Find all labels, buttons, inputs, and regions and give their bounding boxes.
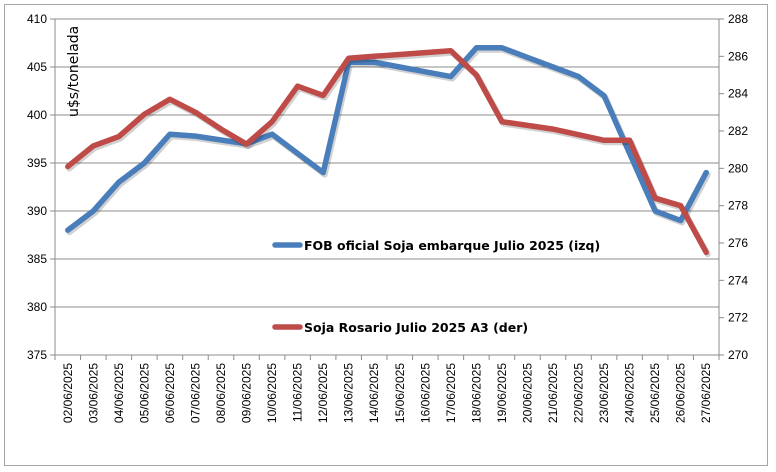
x-tick-label: 19/06/2025 <box>495 363 509 423</box>
x-tick-label: 25/06/2025 <box>648 363 662 423</box>
right-tick-label: 288 <box>728 12 748 26</box>
legend-label: Soja Rosario Julio 2025 A3 (der) <box>304 320 528 335</box>
x-tick-label: 12/06/2025 <box>316 363 330 423</box>
x-axis-ticks: 02/06/2025 03/06/2025 04/06/2025 05/06/2025… <box>54 355 720 423</box>
series-line-2 <box>65 47 709 256</box>
x-tick-label: 07/06/2025 <box>188 363 202 423</box>
left-tick-label: 385 <box>27 252 47 266</box>
y-axis-label: u$s/tonelada <box>66 26 82 117</box>
series-shadow <box>66 49 711 258</box>
right-tick-label: 272 <box>728 311 748 325</box>
x-tick-label: 09/06/2025 <box>240 363 254 423</box>
x-tick-label: 18/06/2025 <box>469 363 483 423</box>
x-tick-label: 10/06/2025 <box>265 363 279 423</box>
right-axis-ticks: 270 272 274 276 278 280 282 284 286 288 <box>719 12 748 362</box>
x-tick-label: 02/06/2025 <box>61 363 75 423</box>
x-tick-label: 20/06/2025 <box>520 363 534 423</box>
left-tick-label: 395 <box>27 156 47 170</box>
x-tick-label: 03/06/2025 <box>86 363 100 423</box>
gridlines <box>55 18 719 356</box>
x-tick-label: 13/06/2025 <box>342 363 356 423</box>
x-tick-label: 11/06/2025 <box>291 363 305 422</box>
x-tick-label: 27/06/2025 <box>699 363 713 423</box>
right-tick-label: 274 <box>728 273 748 287</box>
left-tick-label: 400 <box>27 108 47 122</box>
left-tick-label: 380 <box>27 300 47 314</box>
left-tick-label: 390 <box>27 204 47 218</box>
right-tick-label: 278 <box>728 199 748 213</box>
x-tick-label: 08/06/2025 <box>214 363 228 423</box>
series-lines <box>65 45 711 258</box>
left-tick-label: 375 <box>27 348 47 362</box>
series-line-1 <box>65 45 709 233</box>
x-tick-label: 16/06/2025 <box>418 363 432 423</box>
right-tick-label: 282 <box>728 124 748 138</box>
right-tick-label: 280 <box>728 161 748 175</box>
x-tick-label: 24/06/2025 <box>623 363 637 423</box>
right-tick-label: 276 <box>728 236 748 250</box>
right-tick-label: 286 <box>728 49 748 63</box>
right-tick-label: 270 <box>728 348 748 362</box>
x-tick-label: 26/06/2025 <box>674 363 688 423</box>
plot-area <box>54 19 720 356</box>
x-tick-label: 23/06/2025 <box>597 363 611 423</box>
legend: FOB oficial Soja embarque Julio 2025 (iz… <box>272 238 600 335</box>
x-tick-label: 17/06/2025 <box>444 363 458 423</box>
x-tick-label: 06/06/2025 <box>163 363 177 423</box>
right-tick-label: 284 <box>728 87 748 101</box>
x-tick-label: 21/06/2025 <box>546 363 560 423</box>
left-tick-label: 410 <box>27 12 47 26</box>
x-tick-label: 05/06/2025 <box>137 363 151 423</box>
left-tick-label: 405 <box>27 60 47 74</box>
left-axis-ticks: 375 380 385 390 395 400 405 410 <box>27 12 55 362</box>
x-tick-label: 04/06/2025 <box>112 363 126 423</box>
legend-label: FOB oficial Soja embarque Julio 2025 (iz… <box>304 238 600 253</box>
chart-frame <box>4 4 768 466</box>
x-tick-label: 14/06/2025 <box>367 363 381 423</box>
x-tick-label: 22/06/2025 <box>572 363 586 423</box>
x-tick-label: 15/06/2025 <box>393 363 407 423</box>
